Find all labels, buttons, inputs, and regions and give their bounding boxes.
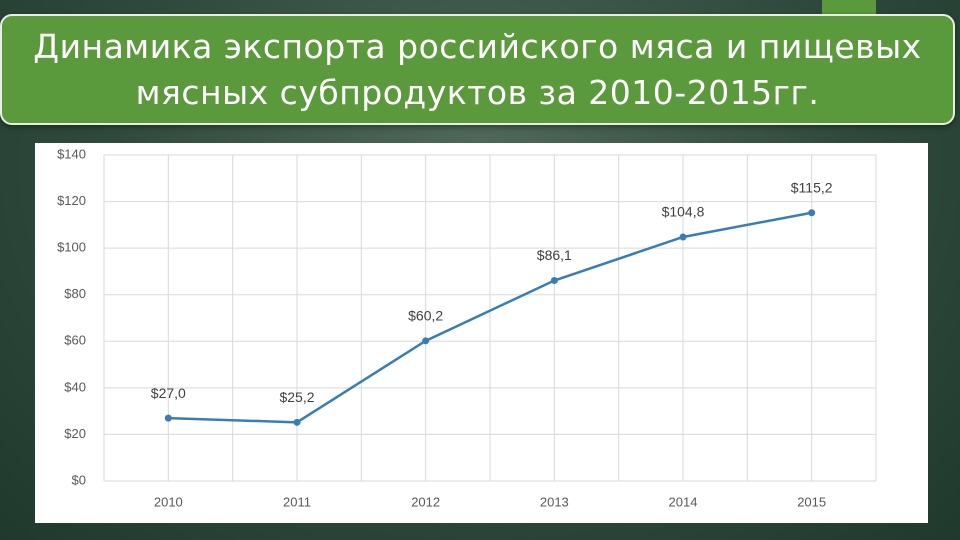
point — [679, 233, 687, 241]
data-label: $60,2 — [408, 308, 443, 324]
point — [164, 414, 172, 422]
accent-bar — [822, 0, 876, 14]
y-tick-label: $60 — [64, 333, 86, 348]
x-tick-label: 2015 — [797, 494, 826, 509]
point — [550, 277, 558, 285]
x-tick-label: 2013 — [540, 494, 569, 509]
y-tick-label: $20 — [64, 426, 86, 441]
title-box: Динамика экспорта российского мяса и пищ… — [0, 14, 955, 125]
point — [422, 337, 430, 345]
chart-panel — [35, 143, 928, 523]
x-tick-label: 2014 — [669, 494, 698, 509]
data-label: $27,0 — [151, 385, 186, 401]
y-tick-label: $0 — [72, 472, 86, 487]
line — [168, 211, 812, 424]
data-label: $104,8 — [662, 204, 705, 220]
data-label: $86,1 — [537, 247, 572, 263]
point — [808, 209, 816, 217]
x-tick-label: 2011 — [283, 494, 311, 509]
x-tick-label: 2012 — [411, 494, 440, 509]
y-tick-label: $140 — [57, 146, 86, 161]
y-tick-label: $80 — [64, 286, 86, 301]
data-label: $25,2 — [279, 389, 314, 405]
chart-title: Динамика экспорта российского мяса и пищ… — [33, 26, 922, 112]
y-tick-label: $100 — [57, 240, 86, 255]
y-tick-label: $120 — [57, 193, 86, 208]
y-tick-label: $40 — [64, 379, 86, 394]
data-label: $115,2 — [791, 179, 833, 195]
point — [293, 418, 301, 426]
x-tick-label: 2010 — [154, 494, 183, 509]
